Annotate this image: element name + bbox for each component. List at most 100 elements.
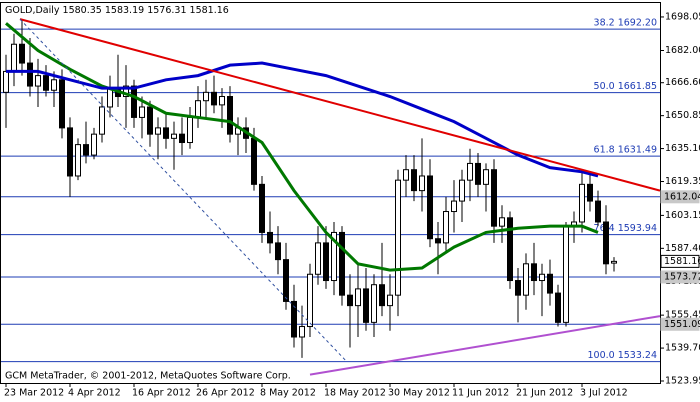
candle-body bbox=[467, 162, 473, 181]
candle-body bbox=[339, 231, 345, 296]
candle-body bbox=[475, 162, 481, 185]
candle-body bbox=[435, 238, 441, 244]
header-close: 1581.16 bbox=[190, 5, 229, 16]
price-box bbox=[660, 254, 700, 268]
candle-body bbox=[219, 96, 225, 106]
candle-body bbox=[499, 217, 505, 227]
candle-body bbox=[611, 260, 617, 264]
candle-body bbox=[547, 273, 553, 294]
y-tick-label: 1523.95 bbox=[665, 376, 700, 387]
candle-body bbox=[195, 100, 201, 118]
y-tick-label: 1587.40 bbox=[665, 243, 700, 254]
candle-body bbox=[427, 175, 433, 240]
candle-body bbox=[283, 259, 289, 302]
candle-body bbox=[315, 242, 321, 275]
fib-label: 50.0 1661.85 bbox=[594, 81, 657, 92]
y-tick-label: 1555.45 bbox=[665, 310, 700, 321]
y-tick-label: 1666.60 bbox=[665, 77, 700, 88]
candle-body bbox=[563, 225, 569, 323]
x-tick-label: 21 Jun 2012 bbox=[516, 388, 573, 399]
candle-body bbox=[331, 231, 337, 282]
x-tick-label: 18 May 2012 bbox=[324, 388, 386, 399]
candle-body bbox=[579, 183, 585, 223]
chart-title: GOLD,Daily bbox=[5, 5, 60, 16]
candle-body bbox=[483, 169, 489, 185]
fib-label: 38.2 1692.20 bbox=[594, 18, 657, 29]
candle-body bbox=[171, 133, 177, 139]
candle-body bbox=[347, 294, 353, 307]
candle-body bbox=[363, 288, 369, 323]
candle-body bbox=[107, 87, 113, 108]
candle-body bbox=[227, 96, 233, 135]
candle-body bbox=[51, 79, 57, 91]
price-label: 1612.04 bbox=[664, 191, 700, 202]
trend-line bbox=[19, 18, 661, 192]
candle-body bbox=[379, 284, 385, 307]
candle-body bbox=[91, 133, 97, 156]
candle-body bbox=[35, 75, 41, 87]
candle-body bbox=[179, 133, 185, 144]
candle-body bbox=[507, 217, 513, 282]
candle-body bbox=[291, 300, 297, 338]
y-tick-label: 1603.15 bbox=[665, 210, 700, 221]
candle-body bbox=[27, 62, 33, 87]
candle-body bbox=[187, 116, 193, 144]
candle-body bbox=[99, 106, 105, 135]
candle-body bbox=[131, 85, 137, 118]
candle-body bbox=[411, 169, 417, 192]
candle-body bbox=[19, 43, 25, 64]
candle-body bbox=[403, 169, 409, 181]
candle-body bbox=[251, 137, 257, 185]
header: GOLD,Daily 1580.35 1583.19 1576.31 1581.… bbox=[5, 5, 229, 16]
trend-line bbox=[309, 315, 661, 376]
candle-body bbox=[323, 242, 329, 282]
candle-body bbox=[491, 169, 497, 227]
candle-body bbox=[123, 85, 129, 98]
candle-body bbox=[83, 144, 89, 156]
trend-line bbox=[19, 18, 346, 361]
price-label: 1573.71 bbox=[664, 271, 700, 282]
x-tick-label: 4 Apr 2012 bbox=[68, 388, 121, 399]
candle-body bbox=[67, 127, 73, 177]
candle-body bbox=[155, 127, 161, 135]
moving-average bbox=[6, 61, 599, 178]
candle-body bbox=[595, 200, 601, 223]
footer: GCM MetaTrader, © 2001-2012, MetaQuotes … bbox=[5, 371, 291, 382]
price-box bbox=[660, 317, 700, 331]
candle-body bbox=[459, 179, 465, 202]
candle-body bbox=[59, 79, 65, 129]
fib-label: 76.4 1593.94 bbox=[594, 223, 657, 234]
candle-body bbox=[555, 292, 561, 323]
y-tick-label: 1698.05 bbox=[665, 11, 700, 22]
candle-body bbox=[147, 106, 153, 135]
candle-body bbox=[371, 284, 377, 323]
price-label: 1551.09 bbox=[664, 319, 700, 330]
candle-body bbox=[515, 280, 521, 296]
candle-body bbox=[3, 70, 9, 93]
candle-body bbox=[395, 179, 401, 296]
x-tick-label: 8 May 2012 bbox=[260, 388, 316, 399]
y-tick-label: 1650.85 bbox=[665, 110, 700, 121]
y-tick-label: 1682.00 bbox=[665, 45, 700, 56]
x-tick-label: 11 Jun 2012 bbox=[452, 388, 509, 399]
fib-label: 100.0 1533.24 bbox=[587, 350, 657, 361]
candle-body bbox=[531, 263, 537, 282]
candle-body bbox=[603, 221, 609, 265]
candle-body bbox=[259, 183, 265, 233]
x-tick-label: 26 Apr 2012 bbox=[196, 388, 255, 399]
y-tick-label: 1539.70 bbox=[665, 343, 700, 354]
price-label: 1581.16 bbox=[664, 256, 700, 267]
candle-body bbox=[443, 211, 449, 244]
header-open: 1580.35 bbox=[63, 5, 102, 16]
candle-body bbox=[267, 231, 273, 244]
candle-body bbox=[203, 91, 209, 102]
price-box bbox=[660, 270, 700, 284]
price-box bbox=[660, 190, 700, 204]
candle-body bbox=[355, 288, 361, 307]
x-tick-label: 3 Jul 2012 bbox=[580, 388, 628, 399]
candle-body bbox=[299, 326, 305, 338]
fib-label: 61.8 1631.49 bbox=[594, 145, 657, 156]
y-tick-label: 1635.10 bbox=[665, 143, 700, 154]
header-high: 1583.19 bbox=[105, 5, 144, 16]
